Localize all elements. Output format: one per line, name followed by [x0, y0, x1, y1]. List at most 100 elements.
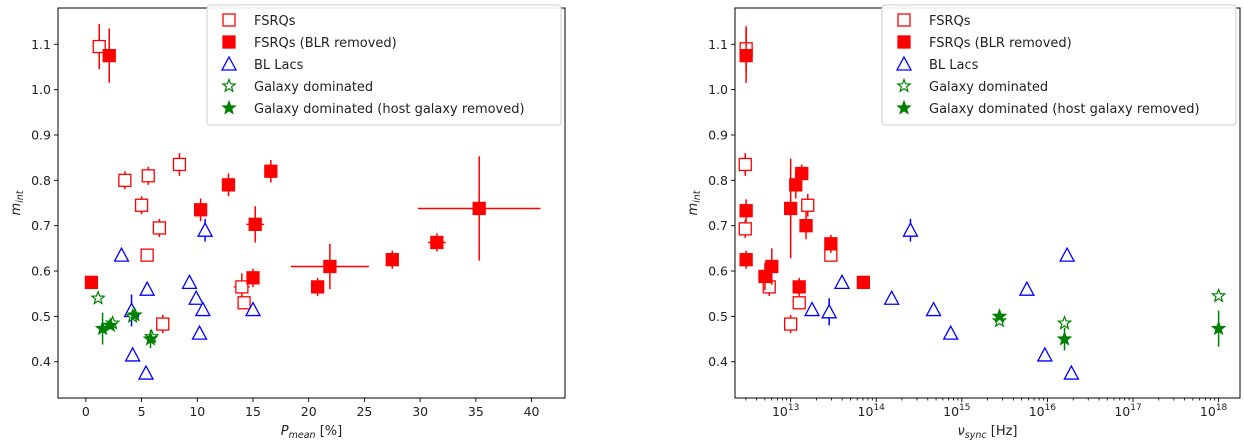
data-point [821, 303, 838, 319]
x-tick-label: 20 [301, 404, 317, 419]
data-point [194, 301, 211, 317]
x-tick-label: 30 [412, 404, 428, 419]
data-point [118, 173, 132, 187]
y-tick-label: 1.0 [31, 82, 51, 97]
legend-label: FSRQs (BLR removed) [254, 36, 397, 51]
data-point [758, 269, 772, 284]
legend-box [206, 4, 562, 126]
y-tick-label: 0.9 [708, 127, 728, 142]
data-point [472, 201, 486, 216]
y-tick-label: 1.1 [708, 37, 728, 52]
legend-marker [896, 77, 912, 93]
data-point [221, 178, 236, 192]
data-point [1056, 330, 1073, 346]
y-tick-label: 0.4 [31, 354, 51, 369]
x-tick-label: 1018 [1200, 403, 1228, 419]
data-point [84, 275, 99, 290]
legend-marker [897, 35, 911, 49]
x-tick-label: 40 [524, 404, 540, 419]
data-point [792, 296, 806, 310]
data-point [856, 275, 871, 290]
right-scatter-panel: 1013 1014 1015 1016 1017 1018 0.4 0.5 0.6 0.7 0.8 0… [686, 4, 1241, 441]
data-point [191, 324, 208, 340]
legend-label: Galaxy dominated [254, 80, 373, 95]
data-point [765, 259, 779, 274]
data-point [156, 317, 170, 331]
data-point [181, 273, 198, 290]
x-tick-label: 1015 [943, 403, 970, 419]
x-tick-exponent: 16 [1045, 403, 1057, 413]
data-point [193, 203, 208, 217]
series-galaxy-dominated [991, 287, 1227, 330]
data-point [113, 246, 130, 262]
y-tick-label: 0.6 [708, 264, 728, 279]
x-tick-exponent: 17 [1130, 403, 1141, 413]
y-tick-label: 0.5 [708, 309, 728, 324]
data-point [738, 157, 752, 172]
legend-label: Galaxy dominated [929, 80, 1048, 95]
data-point [246, 271, 260, 285]
series-fsrqs-blr-removed- [84, 28, 541, 296]
x-tick-label: 25 [356, 404, 372, 419]
x-axis-label-main: ν [958, 424, 965, 439]
data-point [323, 259, 337, 274]
data-point [141, 169, 155, 183]
legend-marker [221, 77, 237, 93]
y-tick-label: 0.8 [708, 173, 728, 188]
series-fsrqs-blr-removed- [739, 28, 871, 296]
y-tick-label: 1.1 [31, 37, 51, 52]
data-point [237, 296, 251, 310]
data-point [789, 178, 803, 192]
x-axis-label-subscript: sync [965, 430, 988, 441]
x-axis-label-unit: [%] [316, 424, 343, 439]
legend-marker [897, 13, 911, 27]
data-point [1063, 364, 1080, 380]
data-point [310, 280, 325, 294]
data-point [824, 237, 838, 251]
y-tick-label: 0.8 [31, 173, 51, 188]
data-point [196, 221, 214, 237]
y-tick-label: 0.9 [31, 127, 51, 142]
data-point [803, 301, 821, 317]
data-point [991, 312, 1008, 328]
x-tick-label: 5 [138, 404, 146, 419]
legend: FSRQs FSRQs (BLR removed) BL Lacs Galaxy do… [881, 4, 1237, 126]
data-point [783, 317, 798, 331]
x-tick-exponent: 13 [788, 403, 799, 413]
data-point [942, 324, 959, 340]
y-tick-label: 0.7 [31, 218, 51, 233]
data-point [137, 364, 155, 380]
series-fsrqs [738, 26, 838, 334]
data-point [124, 346, 141, 362]
legend: FSRQs FSRQs (BLR removed) BL Lacs Galaxy do… [206, 4, 562, 126]
legend-marker [221, 99, 237, 115]
data-point [833, 273, 851, 290]
y-tick-label: 0.6 [31, 264, 51, 279]
data-point [172, 157, 187, 172]
data-point [152, 221, 167, 235]
series-bl-lacs [803, 218, 1080, 380]
x-axis-label-unit: [Hz] [987, 424, 1018, 439]
data-point [248, 217, 262, 231]
data-point [1059, 246, 1076, 262]
x-axis-label: νsync [Hz] [958, 424, 1018, 441]
data-point [1210, 287, 1227, 303]
x-tick-label: 1016 [1029, 403, 1057, 419]
legend-label: FSRQs (BLR removed) [929, 36, 1072, 51]
x-tick-label: 1013 [772, 403, 799, 419]
data-point [801, 198, 815, 212]
x-axis-label-subscript: mean [289, 430, 316, 441]
legend-label: BL Lacs [254, 58, 304, 73]
data-point [127, 306, 143, 322]
x-tick-label: 1017 [1114, 403, 1141, 419]
data-point [991, 308, 1008, 324]
series-fsrqs [92, 23, 251, 334]
x-axis-label-main: P [281, 424, 289, 439]
data-point [738, 222, 752, 236]
y-axis-label-subscript: int [692, 189, 703, 203]
x-tick-label: 1014 [858, 403, 886, 419]
data-point [783, 201, 798, 216]
legend-marker [896, 99, 912, 115]
data-point [235, 280, 249, 294]
